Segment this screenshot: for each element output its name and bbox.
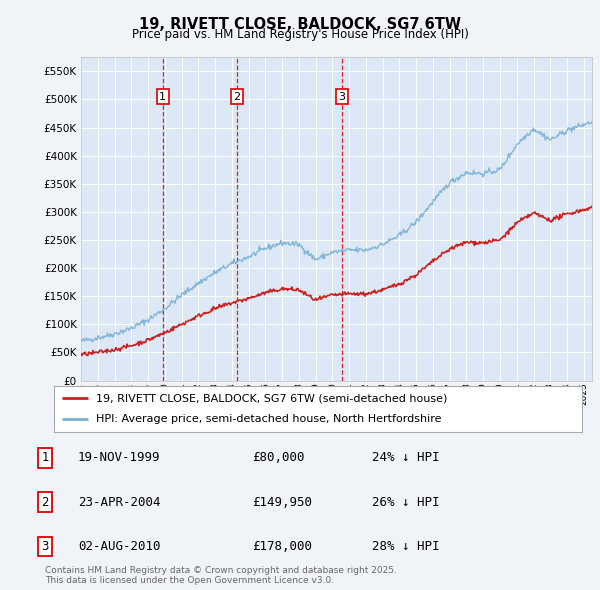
Text: 24% ↓ HPI: 24% ↓ HPI <box>372 451 439 464</box>
Text: 02-AUG-2010: 02-AUG-2010 <box>78 540 161 553</box>
Text: Contains HM Land Registry data © Crown copyright and database right 2025.
This d: Contains HM Land Registry data © Crown c… <box>45 566 397 585</box>
Text: Price paid vs. HM Land Registry's House Price Index (HPI): Price paid vs. HM Land Registry's House … <box>131 28 469 41</box>
Text: 23-APR-2004: 23-APR-2004 <box>78 496 161 509</box>
Text: 2: 2 <box>233 91 241 101</box>
Text: 3: 3 <box>41 540 49 553</box>
Text: 2: 2 <box>41 496 49 509</box>
Text: 1: 1 <box>159 91 166 101</box>
Text: HPI: Average price, semi-detached house, North Hertfordshire: HPI: Average price, semi-detached house,… <box>96 414 442 424</box>
Text: 3: 3 <box>338 91 346 101</box>
Text: 19, RIVETT CLOSE, BALDOCK, SG7 6TW (semi-detached house): 19, RIVETT CLOSE, BALDOCK, SG7 6TW (semi… <box>96 394 448 404</box>
Text: £178,000: £178,000 <box>252 540 312 553</box>
Text: £149,950: £149,950 <box>252 496 312 509</box>
Text: 26% ↓ HPI: 26% ↓ HPI <box>372 496 439 509</box>
Text: 19-NOV-1999: 19-NOV-1999 <box>78 451 161 464</box>
Text: 28% ↓ HPI: 28% ↓ HPI <box>372 540 439 553</box>
Text: 1: 1 <box>41 451 49 464</box>
Text: £80,000: £80,000 <box>252 451 305 464</box>
Text: 19, RIVETT CLOSE, BALDOCK, SG7 6TW: 19, RIVETT CLOSE, BALDOCK, SG7 6TW <box>139 17 461 31</box>
